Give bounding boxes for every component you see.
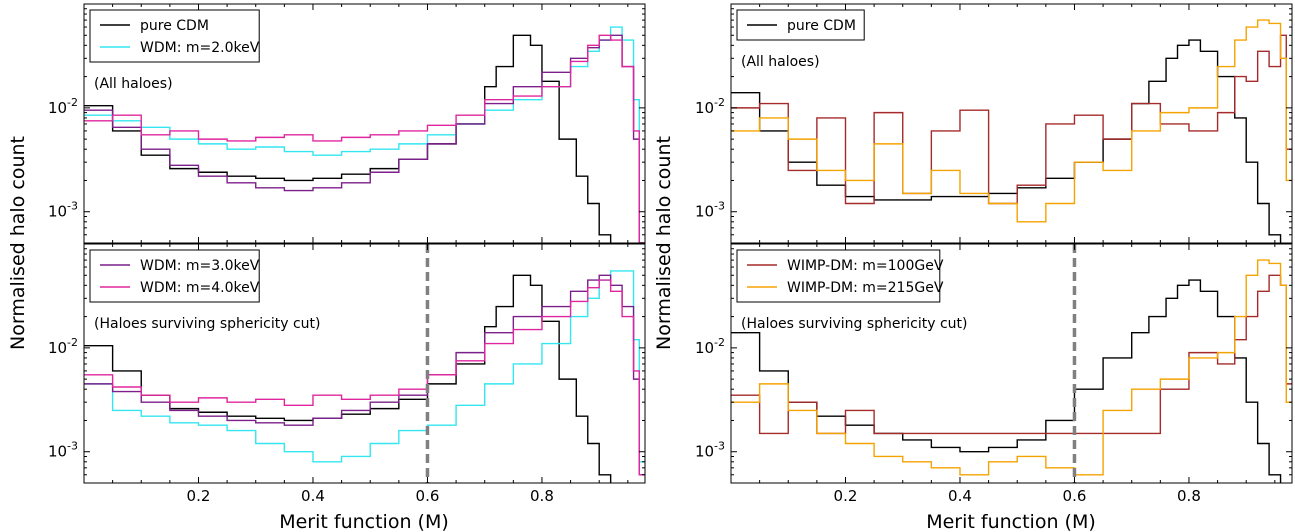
y-tick-label: 10-2	[695, 96, 725, 117]
legend: WIMP-DM: m=100GeV WIMP-DM: m=215GeV	[736, 249, 944, 303]
series-pure-cdm	[84, 274, 612, 483]
series-group	[731, 19, 1292, 243]
legend-label: WIMP-DM: m=215GeV	[787, 280, 944, 296]
y-tick-label: 10-2	[48, 96, 78, 117]
series-group	[84, 26, 645, 243]
legend-box	[736, 249, 941, 303]
x-tick-label: 0.2	[187, 487, 211, 505]
series-wimp-dm-m-100gev	[731, 34, 1292, 205]
series-wimp-dm-m-215gev	[731, 19, 1292, 223]
series-pure-cdm	[84, 34, 612, 243]
legend-label: WIMP-DM: m=100GeV	[787, 258, 944, 274]
legend: WDM: m=3.0keV WDM: m=4.0keV	[89, 249, 260, 303]
x-tick-label: 0.2	[834, 487, 858, 505]
series-pure-cdm	[731, 39, 1282, 243]
x-tick-label: 0.8	[530, 487, 554, 505]
legend-label: WDM: m=3.0keV	[140, 258, 260, 274]
right-xlabel: Merit function (M)	[926, 511, 1096, 532]
left-ylabel: Normalised halo count	[7, 136, 29, 350]
x-tick-label: 0.6	[1063, 487, 1087, 505]
legend-box	[89, 249, 260, 303]
panel-annotation: (Haloes surviving sphericity cut)	[94, 316, 321, 332]
x-tick-label: 0.8	[1177, 487, 1201, 505]
y-tick-label: 10-3	[695, 200, 725, 221]
panel-annotation: (All haloes)	[94, 76, 173, 92]
y-tick-label: 10-3	[48, 200, 78, 221]
panel-annotation: (All haloes)	[741, 54, 820, 70]
x-tick-label: 0.4	[301, 487, 325, 505]
series-pure-cdm	[731, 279, 1282, 483]
y-tick-label: 10-3	[48, 440, 78, 461]
panel-top-right: 10-3 10-2 pure CDM (All haloes)	[695, 3, 1293, 244]
series-wdm-m-4-0kev	[84, 279, 645, 476]
panel-annotation: (Haloes surviving sphericity cut)	[741, 316, 968, 332]
legend-label: pure CDM	[140, 18, 209, 34]
series-wdm-m-4-0kev	[84, 34, 645, 243]
legend-label: pure CDM	[787, 18, 856, 34]
y-tick-label: 10-3	[695, 440, 725, 461]
legend-label: WDM: m=4.0keV	[140, 280, 260, 296]
legend-label: WDM: m=2.0keV	[140, 40, 260, 56]
series-wdm-m-3-0kev	[84, 274, 645, 476]
left-xlabel: Merit function (M)	[279, 511, 449, 532]
panels: 10-3 10-2 pure CDM WDM: m=2.0keV (All haloes…	[48, 3, 1293, 505]
panel-top-left: 10-3 10-2 pure CDM WDM: m=2.0keV (All haloes…	[48, 3, 646, 244]
right-ylabel: Normalised halo count	[653, 136, 675, 350]
y-tick-label: 10-2	[48, 336, 78, 357]
legend: pure CDM WDM: m=2.0keV	[89, 9, 260, 63]
series-group	[84, 270, 645, 483]
x-tick-label: 0.4	[948, 487, 972, 505]
legend-box	[89, 9, 260, 63]
x-tick-label: 0.6	[416, 487, 440, 505]
y-tick-label: 10-2	[695, 336, 725, 357]
legend: pure CDM	[736, 9, 865, 41]
